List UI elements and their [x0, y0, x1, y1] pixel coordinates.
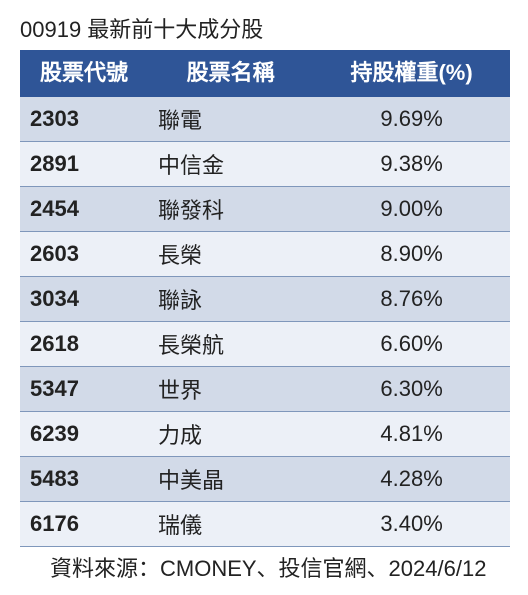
col-header-name: 股票名稱	[148, 50, 313, 97]
cell-name: 中美晶	[148, 456, 313, 501]
cell-weight: 9.69%	[313, 97, 510, 142]
cell-code: 5483	[20, 456, 148, 501]
cell-name: 力成	[148, 411, 313, 456]
cell-code: 6176	[20, 501, 148, 546]
cell-code: 5347	[20, 366, 148, 411]
table-row: 6176瑞儀3.40%	[20, 501, 510, 546]
table-row: 2891中信金9.38%	[20, 141, 510, 186]
cell-name: 瑞儀	[148, 501, 313, 546]
table-title: 00919 最新前十大成分股	[20, 12, 516, 44]
table-row: 2454聯發科9.00%	[20, 186, 510, 231]
cell-code: 2603	[20, 231, 148, 276]
col-header-code: 股票代號	[20, 50, 148, 97]
table-row: 2603長榮8.90%	[20, 231, 510, 276]
table-row: 5347世界6.30%	[20, 366, 510, 411]
cell-code: 2303	[20, 97, 148, 142]
header-row: 股票代號 股票名稱 持股權重(%)	[20, 50, 510, 97]
holdings-table: 股票代號 股票名稱 持股權重(%) 2303聯電9.69% 2891中信金9.3…	[20, 50, 510, 547]
cell-weight: 4.28%	[313, 456, 510, 501]
col-header-weight: 持股權重(%)	[313, 50, 510, 97]
cell-name: 長榮航	[148, 321, 313, 366]
cell-name: 長榮	[148, 231, 313, 276]
data-source: 資料來源：CMONEY、投信官網、2024/6/12	[50, 551, 516, 583]
table-row: 2618長榮航6.60%	[20, 321, 510, 366]
cell-code: 6239	[20, 411, 148, 456]
cell-name: 聯電	[148, 97, 313, 142]
cell-weight: 3.40%	[313, 501, 510, 546]
table-row: 3034聯詠8.76%	[20, 276, 510, 321]
cell-code: 3034	[20, 276, 148, 321]
cell-weight: 9.38%	[313, 141, 510, 186]
cell-weight: 8.90%	[313, 231, 510, 276]
cell-code: 2618	[20, 321, 148, 366]
cell-weight: 8.76%	[313, 276, 510, 321]
cell-name: 中信金	[148, 141, 313, 186]
table-row: 5483中美晶4.28%	[20, 456, 510, 501]
cell-code: 2891	[20, 141, 148, 186]
cell-name: 聯發科	[148, 186, 313, 231]
cell-weight: 6.60%	[313, 321, 510, 366]
table-row: 6239力成4.81%	[20, 411, 510, 456]
cell-weight: 6.30%	[313, 366, 510, 411]
cell-weight: 4.81%	[313, 411, 510, 456]
table-row: 2303聯電9.69%	[20, 97, 510, 142]
cell-name: 聯詠	[148, 276, 313, 321]
cell-weight: 9.00%	[313, 186, 510, 231]
cell-name: 世界	[148, 366, 313, 411]
cell-code: 2454	[20, 186, 148, 231]
